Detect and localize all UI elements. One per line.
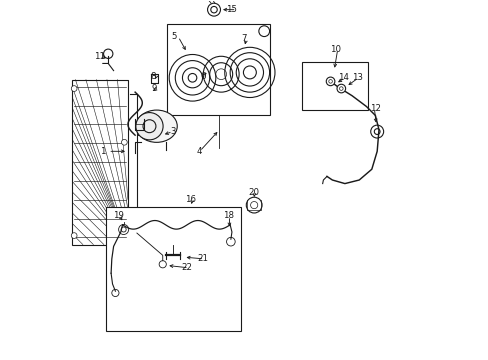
Text: 13: 13 [351, 73, 362, 82]
Circle shape [136, 113, 163, 140]
Text: 18: 18 [223, 211, 233, 220]
Bar [167, 24, 269, 116]
Text: 17: 17 [137, 123, 147, 132]
Circle shape [121, 139, 127, 145]
Text: 4: 4 [197, 147, 202, 156]
Circle shape [325, 77, 334, 86]
Text: 1: 1 [100, 147, 105, 156]
Circle shape [71, 86, 77, 91]
Text: 16: 16 [185, 195, 196, 204]
Circle shape [336, 84, 345, 93]
Text: 20: 20 [247, 188, 259, 197]
Circle shape [71, 233, 77, 238]
Text: 11: 11 [94, 52, 104, 61]
Text: 15: 15 [226, 5, 237, 14]
Text: 6: 6 [200, 72, 205, 81]
Text: 5: 5 [171, 32, 177, 41]
Text: 3: 3 [170, 127, 175, 136]
Text: 7: 7 [241, 34, 247, 43]
Ellipse shape [136, 110, 177, 142]
Text: 14: 14 [337, 73, 348, 82]
Text: 8: 8 [150, 72, 156, 81]
Bar [301, 62, 367, 110]
Bar [72, 80, 128, 244]
Text: 10: 10 [330, 45, 341, 54]
Text: 22: 22 [181, 264, 192, 273]
Text: 9: 9 [151, 84, 157, 93]
Bar [106, 207, 241, 330]
Text: 12: 12 [369, 104, 380, 113]
Text: 21: 21 [197, 255, 208, 264]
Text: 2: 2 [136, 129, 141, 138]
Text: 19: 19 [113, 211, 123, 220]
